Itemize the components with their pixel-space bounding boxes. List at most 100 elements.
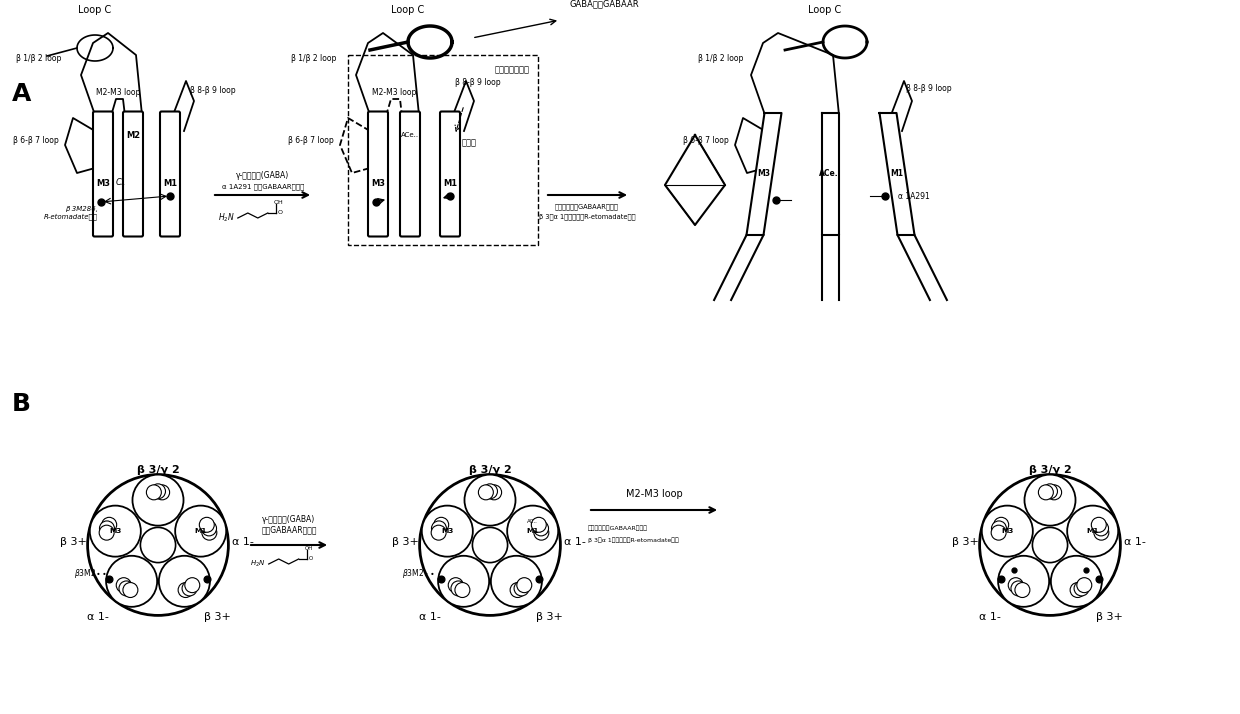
Circle shape — [980, 475, 1121, 615]
Circle shape — [434, 518, 449, 532]
Text: β 3+: β 3+ — [205, 612, 232, 622]
Text: α 1-: α 1- — [1123, 537, 1146, 547]
Circle shape — [422, 506, 472, 557]
Circle shape — [119, 581, 134, 596]
Circle shape — [991, 526, 1006, 540]
Circle shape — [1094, 526, 1109, 540]
Circle shape — [451, 581, 466, 596]
FancyBboxPatch shape — [368, 111, 388, 236]
Text: γ-氨基丁酸(GABA): γ-氨基丁酸(GABA) — [263, 515, 316, 524]
Circle shape — [146, 485, 161, 500]
Circle shape — [202, 521, 217, 536]
Text: β 1/β 2 loop: β 1/β 2 loop — [290, 54, 336, 63]
Circle shape — [455, 583, 470, 598]
Text: GABA结合GABAAR: GABA结合GABAAR — [570, 0, 640, 8]
Text: M3: M3 — [371, 179, 384, 188]
Circle shape — [159, 555, 210, 607]
Text: β 3+: β 3+ — [1096, 612, 1123, 622]
Circle shape — [1094, 521, 1109, 536]
Text: β 3+: β 3+ — [537, 612, 563, 622]
Text: β 6-β 7 loop: β 6-β 7 loop — [683, 136, 729, 145]
Text: β 8-β 9 loop: β 8-β 9 loop — [455, 78, 501, 87]
Text: $\beta$3M2$\bullet\bullet$: $\beta$3M2$\bullet\bullet$ — [402, 567, 435, 580]
Circle shape — [89, 506, 141, 557]
Text: 遥制配体结合GABAAR空隙区: 遥制配体结合GABAAR空隙区 — [556, 203, 619, 210]
Circle shape — [155, 485, 170, 500]
Text: M2-M3 loop: M2-M3 loop — [372, 88, 417, 97]
Text: M1: M1 — [890, 169, 904, 178]
Circle shape — [993, 518, 1008, 532]
Circle shape — [1033, 528, 1068, 563]
Text: β 6-β 7 loop: β 6-β 7 loop — [14, 136, 60, 145]
Text: M1: M1 — [195, 528, 207, 534]
Circle shape — [107, 555, 157, 607]
Text: A: A — [12, 82, 31, 106]
Text: α 1-: α 1- — [563, 537, 585, 547]
Text: OH: OH — [274, 201, 284, 206]
Text: β 3与α 1亚基间隙，R-etomadate点位: β 3与α 1亚基间隙，R-etomadate点位 — [588, 538, 678, 543]
Circle shape — [517, 578, 532, 593]
Text: 结合GABAAR胞外区: 结合GABAAR胞外区 — [262, 525, 316, 534]
Text: M1: M1 — [527, 528, 539, 534]
Polygon shape — [746, 113, 781, 235]
Circle shape — [99, 526, 114, 540]
FancyBboxPatch shape — [93, 111, 113, 236]
Circle shape — [150, 484, 165, 499]
Text: $H_2N$: $H_2N$ — [250, 559, 265, 569]
Text: β 3/γ 2: β 3/γ 2 — [469, 465, 511, 475]
Circle shape — [123, 583, 138, 598]
Circle shape — [88, 475, 228, 615]
Circle shape — [515, 581, 529, 596]
Text: O: O — [278, 211, 283, 216]
Text: α 1-: α 1- — [419, 612, 441, 622]
Text: β 1/β 2 loop: β 1/β 2 loop — [698, 54, 743, 63]
Text: α 1A291: α 1A291 — [898, 192, 930, 201]
Text: β 1/β 2 loop: β 1/β 2 loop — [16, 54, 61, 63]
Circle shape — [491, 555, 542, 607]
Circle shape — [1076, 578, 1091, 593]
Circle shape — [1047, 485, 1061, 500]
Text: M1: M1 — [162, 179, 177, 188]
Text: AC..: AC.. — [527, 518, 538, 523]
Text: β 3+: β 3+ — [60, 537, 87, 547]
Text: Loop C: Loop C — [392, 5, 424, 15]
Circle shape — [534, 526, 549, 540]
Text: β 6-β 7 loop: β 6-β 7 loop — [288, 136, 334, 145]
Text: β 3+: β 3+ — [952, 537, 978, 547]
FancyBboxPatch shape — [160, 111, 180, 236]
Text: β 3/γ 2: β 3/γ 2 — [136, 465, 180, 475]
Text: M3: M3 — [1001, 528, 1013, 534]
Text: γ-氨基丁酸(GABA): γ-氨基丁酸(GABA) — [237, 171, 290, 180]
Text: ACe..: ACe.. — [401, 132, 419, 138]
Circle shape — [992, 521, 1007, 536]
Circle shape — [99, 521, 114, 536]
Circle shape — [1074, 581, 1089, 596]
Text: M2: M2 — [126, 131, 140, 139]
Circle shape — [465, 475, 516, 526]
Text: M3: M3 — [758, 169, 770, 178]
Circle shape — [486, 485, 502, 500]
Circle shape — [102, 518, 117, 532]
Text: $H_2N$: $H_2N$ — [218, 212, 234, 224]
Circle shape — [1043, 484, 1058, 499]
FancyBboxPatch shape — [401, 111, 420, 236]
Circle shape — [998, 555, 1049, 607]
Circle shape — [185, 578, 200, 593]
Circle shape — [1024, 475, 1075, 526]
Text: M2-M3 loop: M2-M3 loop — [95, 88, 140, 97]
Text: B: B — [12, 392, 31, 416]
Circle shape — [1068, 506, 1118, 557]
Text: OH: OH — [305, 546, 312, 551]
FancyBboxPatch shape — [123, 111, 143, 236]
Circle shape — [1008, 578, 1023, 593]
Circle shape — [482, 484, 497, 499]
Circle shape — [175, 506, 226, 557]
Text: α 1-: α 1- — [87, 612, 109, 622]
Text: $C_4$: $C_4$ — [115, 177, 126, 189]
Text: M3: M3 — [95, 179, 110, 188]
Text: α 1-: α 1- — [980, 612, 1001, 622]
Circle shape — [533, 521, 548, 536]
Circle shape — [1091, 518, 1106, 532]
Text: M1: M1 — [1086, 528, 1099, 534]
Text: Loop C: Loop C — [78, 5, 112, 15]
